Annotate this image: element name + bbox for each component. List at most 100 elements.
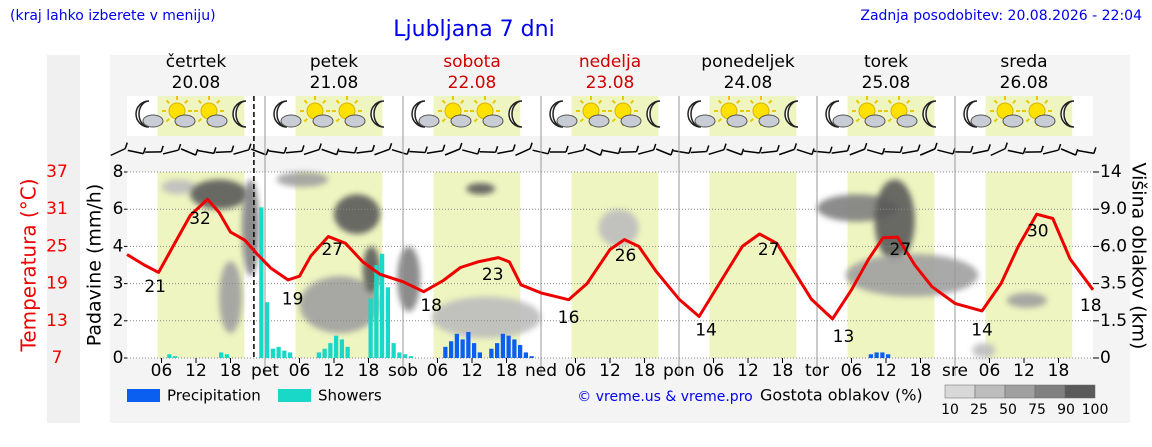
- bar: [265, 302, 269, 358]
- cloud-legend-box: [1065, 385, 1095, 398]
- bar: [875, 352, 879, 358]
- bar: [478, 352, 482, 358]
- temp-tick-label: 25: [46, 236, 68, 256]
- cloud: [242, 179, 259, 276]
- cloud-icon: [727, 115, 747, 127]
- bar: [259, 207, 263, 358]
- temp-tick-label: 7: [52, 348, 63, 368]
- day-name: četrtek: [166, 52, 227, 72]
- cloud-legend-box: [1035, 385, 1065, 398]
- bar: [886, 354, 890, 358]
- bar: [461, 339, 465, 358]
- x-tick-label: sre: [942, 361, 968, 381]
- x-tick-label: pon: [663, 361, 695, 381]
- x-tick-label: 06: [289, 361, 311, 381]
- cloud-tick-label: 9.0: [1100, 199, 1127, 219]
- x-tick-label: pet: [251, 361, 279, 381]
- cloud: [277, 172, 329, 187]
- bar: [403, 354, 407, 358]
- cloud: [466, 183, 495, 194]
- temperature-label: 19: [282, 290, 304, 310]
- day-date: 26.08: [1000, 73, 1049, 93]
- cloud-legend-label: 75: [1028, 402, 1046, 418]
- cloud-legend-label: 50: [999, 402, 1017, 418]
- bar: [869, 354, 873, 358]
- cloud-legend-label: 90: [1057, 402, 1075, 418]
- cloud-icon: [1035, 115, 1055, 127]
- cloud-icon: [589, 115, 609, 127]
- temperature-label: 27: [321, 240, 343, 260]
- cloud-legend-box: [1005, 385, 1035, 398]
- temperature-label: 21: [144, 277, 166, 297]
- cloud-legend-label: 25: [970, 402, 988, 418]
- cloud: [1007, 293, 1047, 308]
- title: Ljubljana 7 dni: [393, 17, 554, 42]
- bar: [472, 343, 476, 358]
- cloud-icon: [759, 115, 779, 127]
- temperature-label: 14: [695, 321, 717, 341]
- bar: [512, 339, 516, 358]
- cloud-icon: [313, 115, 333, 127]
- bar: [380, 254, 384, 358]
- daylight: [985, 172, 1072, 358]
- bar: [288, 352, 292, 358]
- day-name: ponedeljek: [701, 52, 795, 72]
- x-tick-label: 12: [323, 361, 345, 381]
- cloud-legend-box: [975, 385, 1005, 398]
- precip-tick-label: 4: [113, 236, 124, 256]
- x-tick-label: ned: [525, 361, 557, 381]
- cloud-icon: [833, 115, 853, 127]
- bar: [277, 347, 281, 358]
- temperature-label: 14: [971, 321, 993, 341]
- bar: [466, 332, 470, 358]
- x-tick-label: 18: [496, 361, 518, 381]
- cloud-icon: [1003, 115, 1023, 127]
- day-name: torek: [864, 52, 908, 72]
- day-name: nedelja: [579, 52, 641, 72]
- bar: [397, 352, 401, 358]
- cloud-tick-label: 0: [1100, 348, 1111, 368]
- bar: [346, 347, 350, 358]
- x-tick-label: 12: [737, 361, 759, 381]
- cloud-icon: [483, 115, 503, 127]
- bar: [518, 345, 522, 358]
- cloud: [334, 194, 380, 234]
- x-tick-label: 12: [875, 361, 897, 381]
- bar: [386, 287, 390, 358]
- bar: [524, 352, 528, 358]
- temperature-label: 27: [758, 240, 780, 260]
- cloud: [972, 343, 995, 358]
- wind-barb: [884, 152, 900, 153]
- bar: [369, 298, 373, 358]
- temperature-label: 26: [615, 246, 637, 266]
- day-date: 22.08: [448, 73, 497, 93]
- x-tick-label: 18: [1048, 361, 1070, 381]
- cloud-icon: [345, 115, 365, 127]
- cloud-icon: [897, 115, 917, 127]
- x-tick-label: 06: [565, 361, 587, 381]
- cloud: [190, 179, 248, 209]
- cloud: [599, 209, 639, 246]
- cloud-legend-label: 100: [1082, 402, 1109, 418]
- day-date: 20.08: [172, 73, 221, 93]
- cloud-tick-label: 6.0: [1100, 236, 1127, 256]
- cloud-icon: [621, 115, 641, 127]
- temp-tick-label: 37: [46, 162, 68, 182]
- cloud-icon: [419, 115, 439, 127]
- day-date: 25.08: [862, 73, 911, 93]
- bar: [271, 349, 275, 358]
- cloud-icon: [557, 115, 577, 127]
- wind-barb: [620, 152, 636, 153]
- bar: [507, 336, 511, 358]
- temperature-label: 30: [1027, 221, 1049, 241]
- day-name: petek: [310, 52, 358, 72]
- bar: [449, 341, 453, 358]
- cloud: [432, 297, 541, 339]
- x-tick-label: 18: [634, 361, 656, 381]
- cloud-icon: [281, 115, 301, 127]
- x-tick-label: 18: [220, 361, 242, 381]
- cloud-tick-label: 3.5: [1100, 274, 1127, 294]
- x-tick-label: 18: [772, 361, 794, 381]
- temperature-label: 13: [833, 327, 855, 347]
